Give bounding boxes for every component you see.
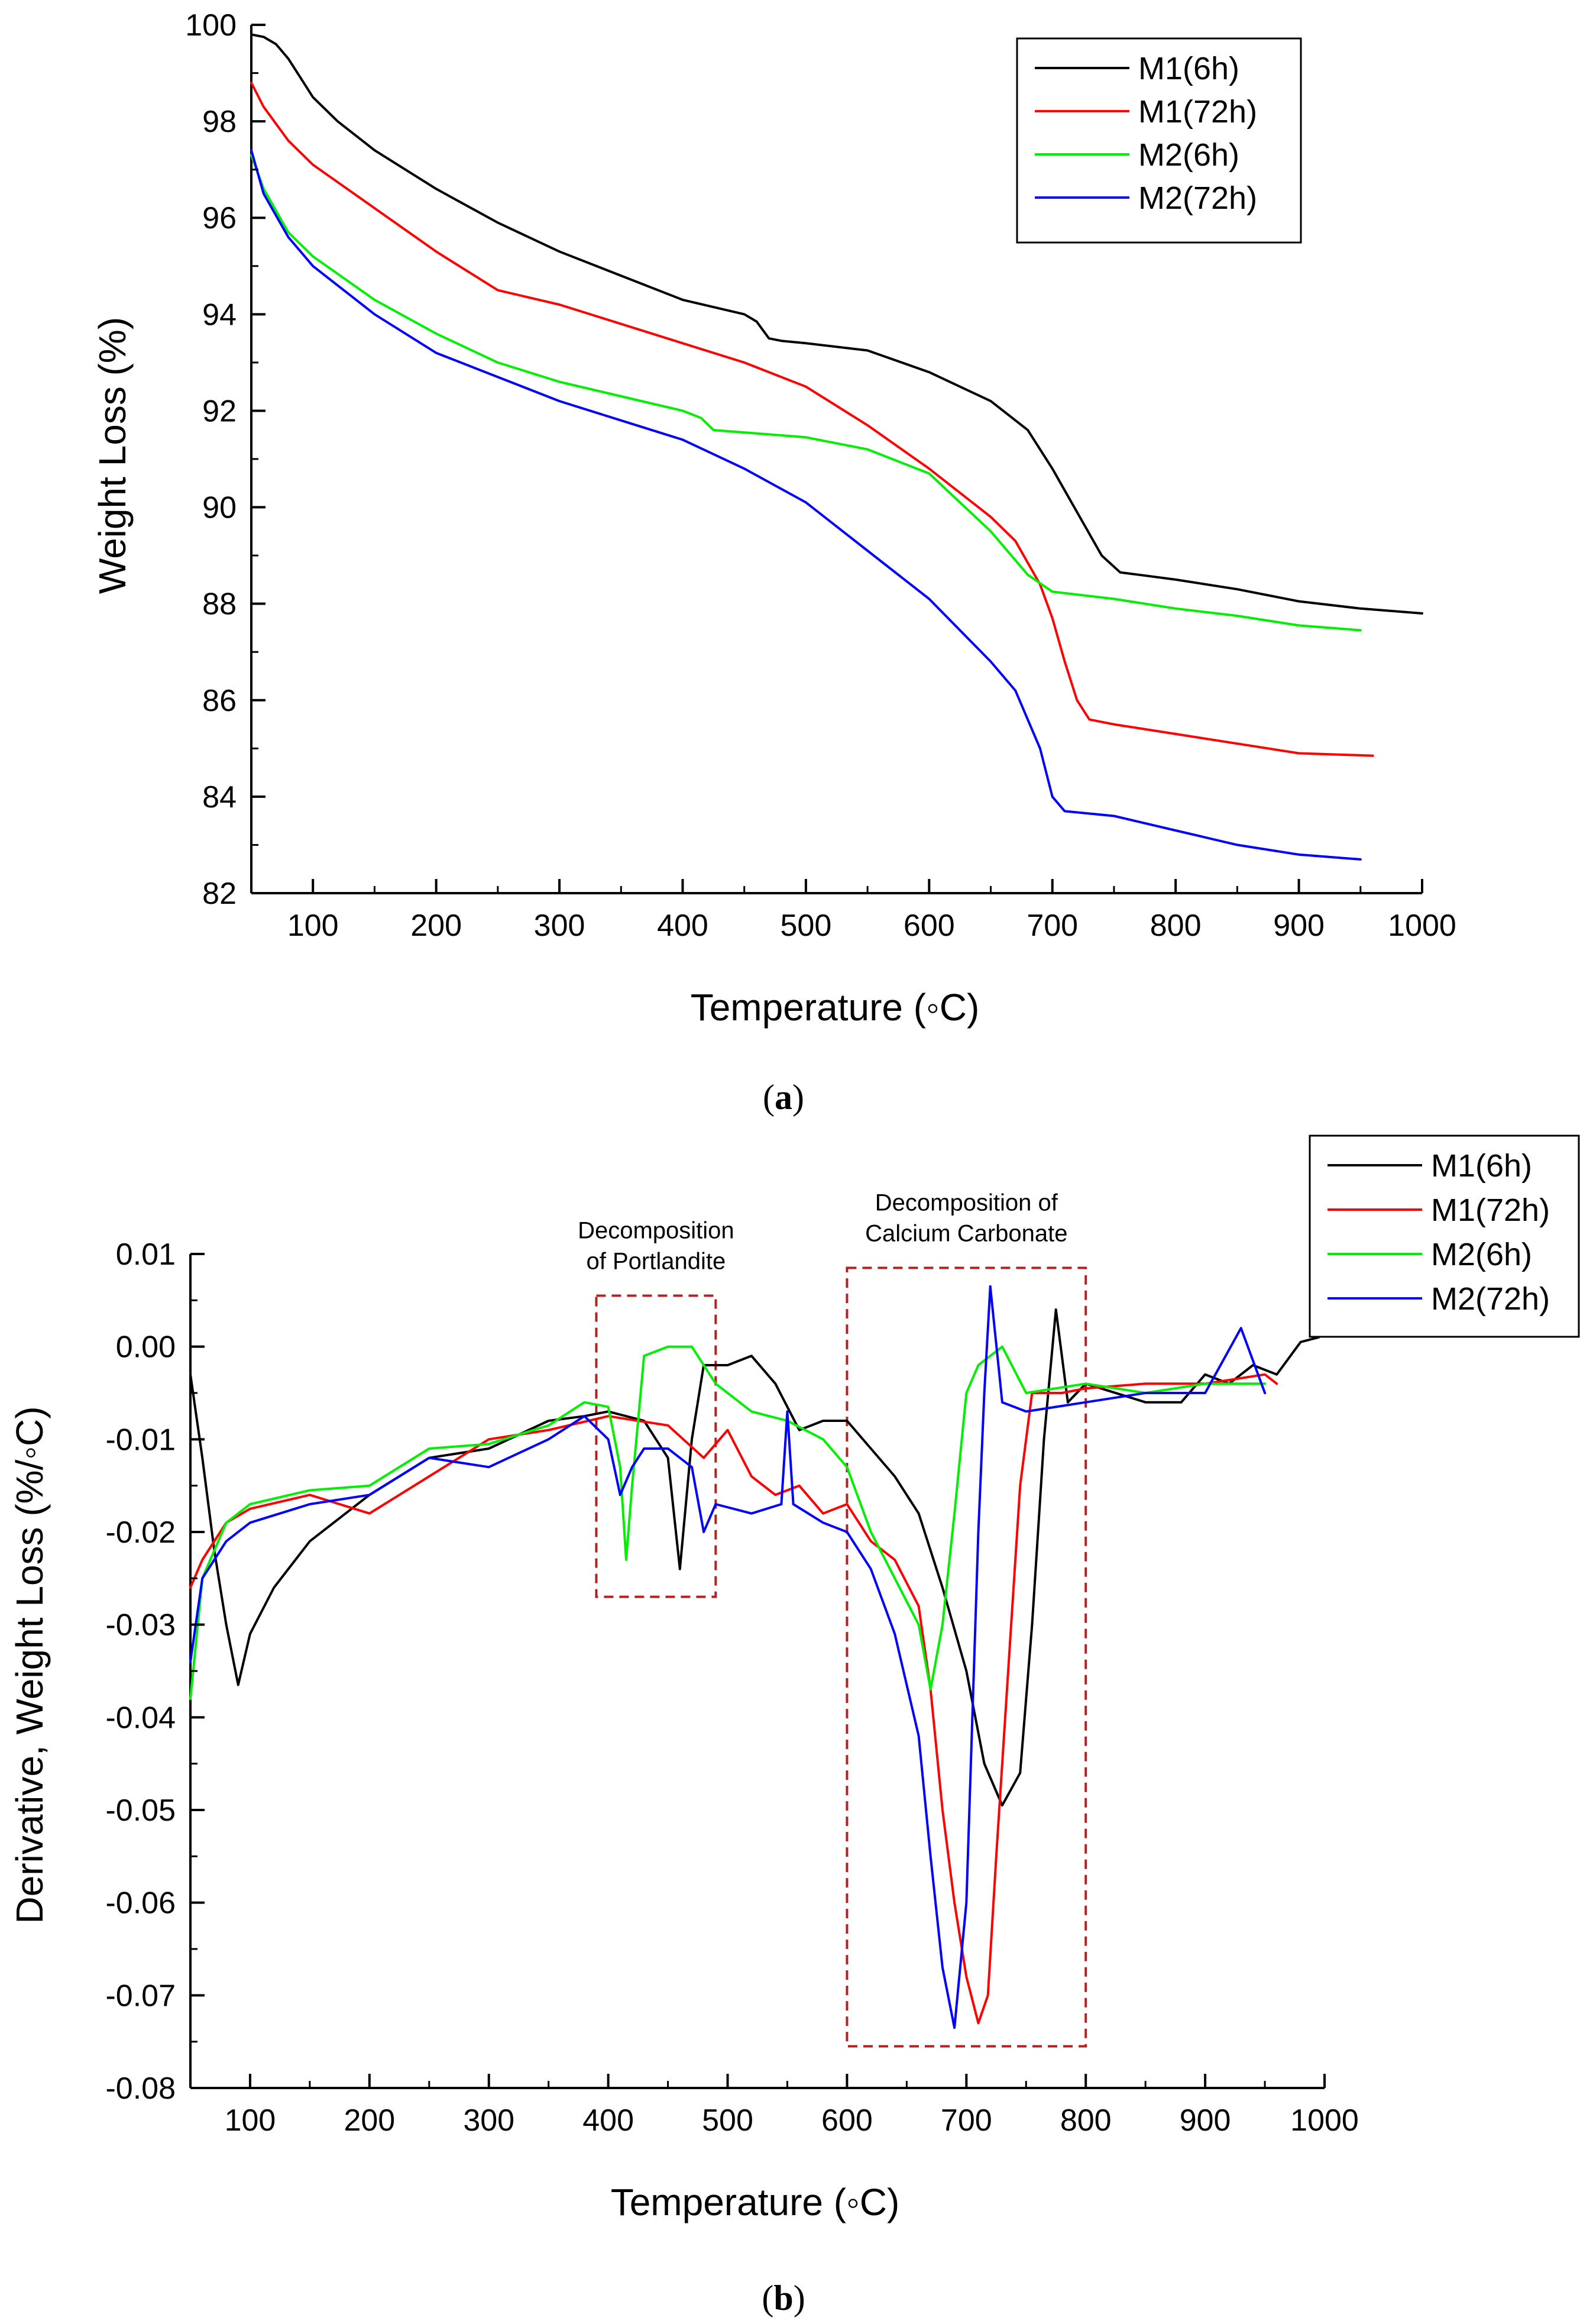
- chart-b-annotation-text-1-1: Calcium Carbonate: [865, 1221, 1067, 1247]
- chart-b-x-tick-label-200: 200: [344, 2103, 395, 2138]
- chart-b-x-tick-label-500: 500: [702, 2103, 753, 2138]
- chart-a-x-tick-label-400: 400: [657, 909, 708, 943]
- chart-b-legend-label-2: M2(6h): [1431, 1237, 1532, 1272]
- chart-b-legend-label-0: M1(6h): [1431, 1148, 1532, 1184]
- chart-b-x-tick-label-700: 700: [941, 2103, 992, 2138]
- chart-a-legend-box: [1016, 37, 1302, 244]
- chart-a-x-tick-label-500: 500: [781, 909, 832, 943]
- chart-a-panel-label-close: ): [792, 1078, 804, 1117]
- chart-b-annotation-text-1-0: Decomposition of: [875, 1190, 1058, 1216]
- chart-a-y-tick-label-1: 84: [202, 780, 237, 814]
- chart-b-y-tick-label-7: -0.01: [105, 1423, 176, 1457]
- chart-b-y-tick-label-9: 0.01: [116, 1237, 176, 1272]
- chart-b-panel-label-letter: b: [773, 2278, 793, 2317]
- chart-a-legend-label-2: M2(6h): [1138, 137, 1239, 173]
- chart-b-y-tick-label-5: -0.03: [105, 1608, 176, 1643]
- chart-b-x-axis-title: Temperature (◦C): [611, 2181, 900, 2223]
- chart-b-x-tick-label-1000: 1000: [1290, 2103, 1359, 2138]
- chart-b-y-tick-label-3: -0.05: [105, 1793, 176, 1828]
- chart-a-x-axis-title: Temperature (◦C): [691, 986, 980, 1029]
- chart-a-y-tick-label-4: 90: [202, 491, 237, 525]
- chart-b-legend-box: [1309, 1134, 1580, 1338]
- chart-b-panel-label: (b): [762, 2278, 805, 2317]
- chart-a-x-tick-label-200: 200: [410, 909, 462, 943]
- chart-a-series-line-m16h: [250, 33, 1423, 615]
- chart-b-y-tick-label-2: -0.06: [105, 1886, 176, 1921]
- chart-b-series-layer: [189, 1285, 1320, 2029]
- chart-b-panel-label-open: (: [762, 2278, 773, 2317]
- chart-b-y-tick-label-8: 0.00: [116, 1330, 176, 1365]
- chart-a-y-tick-label-9: 100: [185, 8, 237, 43]
- chart-b-annotation-text-0-1: of Portlandite: [587, 1249, 726, 1275]
- chart-a-series-line-m272h: [250, 149, 1362, 861]
- chart-b-annotation-box-0: [595, 1294, 717, 1598]
- chart-a-y-tick-label-8: 98: [202, 105, 237, 139]
- chart-a-series-line-m172h: [250, 81, 1374, 757]
- chart-a-y-tick-label-6: 94: [202, 298, 237, 332]
- chart-a-axes-layer: 100 200 300 400 500 600 700 800 900 1000 82 84 86 88 9…: [185, 8, 1456, 943]
- chart-a: 100 200 300 400 500 600 700 800 900 1000 82 84 86 88 9…: [91, 8, 1456, 1117]
- chart-a-series-layer: [250, 33, 1423, 861]
- chart-b-panel-label-close: ): [794, 2278, 805, 2317]
- chart-b-x-tick-label-600: 600: [821, 2103, 873, 2138]
- chart-a-y-tick-label-2: 86: [202, 684, 237, 718]
- chart-a-x-tick-label-300: 300: [534, 909, 585, 943]
- chart-a-legend-label-1: M1(72h): [1138, 94, 1257, 130]
- chart-b-series-line-m272h: [189, 1285, 1267, 2029]
- chart-a-x-tick-label-1000: 1000: [1388, 909, 1456, 943]
- chart-a-panel-label: (a): [763, 1078, 804, 1117]
- chart-b-annotations: Decomposition of Portlandite Decomposition…: [578, 1190, 1087, 2048]
- chart-b-series-line-m26h: [189, 1345, 1267, 1700]
- chart-a-legend: M1(6h) M1(72h) M2(6h) M2(72h): [1016, 37, 1302, 244]
- chart-a-x-tick-label-100: 100: [287, 909, 339, 943]
- chart-b-y-axis-title: Derivative, Weight Loss (%/◦C): [8, 1406, 51, 1924]
- chart-a-legend-label-0: M1(6h): [1138, 51, 1239, 86]
- chart-a-panel-label-open: (: [763, 1078, 775, 1117]
- chart-a-x-tick-label-800: 800: [1150, 909, 1202, 943]
- chart-a-legend-label-3: M2(72h): [1138, 180, 1257, 216]
- chart-a-y-tick-label-5: 92: [202, 394, 237, 428]
- chart-b-x-tick-label-800: 800: [1060, 2103, 1112, 2138]
- chart-b-y-tick-label-4: -0.04: [105, 1701, 176, 1735]
- chart-a-y-tick-label-0: 82: [202, 877, 237, 911]
- chart-b: Decomposition of Portlandite Decomposition…: [8, 1134, 1580, 2317]
- chart-b-y-tick-label-6: -0.02: [105, 1515, 176, 1550]
- chart-b-annotation-text-0-0: Decomposition: [578, 1218, 734, 1244]
- chart-a-series-line-m26h: [250, 154, 1362, 632]
- chart-a-y-tick-label-7: 96: [202, 201, 237, 235]
- chart-b-x-tick-label-100: 100: [225, 2103, 276, 2138]
- chart-b-series-line-m16h: [189, 1308, 1320, 1807]
- chart-b-x-tick-label-400: 400: [582, 2103, 634, 2138]
- chart-a-x-tick-label-600: 600: [904, 909, 955, 943]
- chart-a-y-tick-label-3: 88: [202, 587, 237, 622]
- chart-b-x-tick-label-300: 300: [463, 2103, 514, 2138]
- chart-b-legend-label-1: M1(72h): [1431, 1192, 1550, 1228]
- chart-a-y-axis-title: Weight Loss (%): [91, 317, 134, 594]
- chart-b-legend-label-3: M2(72h): [1431, 1281, 1550, 1317]
- chart-b-y-tick-label-1: -0.07: [105, 1979, 176, 2013]
- chart-b-x-tick-label-900: 900: [1180, 2103, 1231, 2138]
- chart-b-axes-layer: 100 200 300 400 500 600 700 800 900 1000 -0.08 -0.0…: [105, 1237, 1358, 2138]
- chart-b-legend: M1(6h) M1(72h) M2(6h) M2(72h): [1309, 1134, 1580, 1338]
- chart-a-panel-label-letter: a: [775, 1078, 792, 1117]
- chart-a-x-tick-label-700: 700: [1027, 909, 1078, 943]
- chart-b-y-tick-label-0: -0.08: [105, 2071, 176, 2106]
- chart-a-x-tick-label-900: 900: [1273, 909, 1325, 943]
